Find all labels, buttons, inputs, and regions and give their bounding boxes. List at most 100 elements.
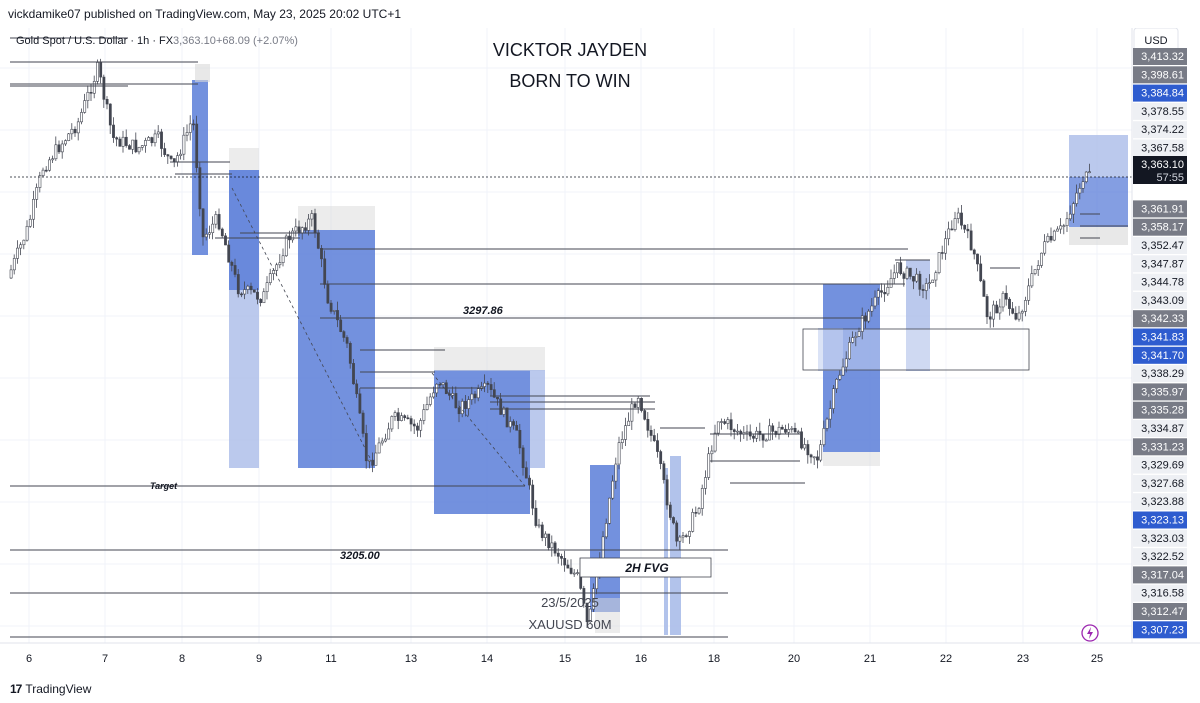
- candle-body: [672, 517, 675, 524]
- candle-body: [204, 233, 208, 238]
- candle-body: [380, 440, 384, 444]
- candle-body: [80, 112, 83, 123]
- candle-body: [115, 137, 119, 140]
- candle-body: [960, 212, 963, 226]
- candle-body: [153, 133, 157, 144]
- candle-body: [307, 218, 311, 231]
- price-label: 3,341.83: [1141, 332, 1184, 344]
- candle-body: [102, 76, 106, 100]
- candle-body: [416, 425, 419, 431]
- candle-body: [889, 278, 893, 288]
- candle-body: [374, 452, 378, 466]
- candle-body: [784, 428, 787, 433]
- candle-body: [518, 429, 522, 449]
- candle-body: [1075, 192, 1079, 204]
- candle-body: [896, 262, 899, 274]
- lightning-icon[interactable]: [1081, 624, 1099, 642]
- candle-body: [918, 273, 922, 290]
- candle-body: [432, 392, 435, 398]
- candle-body: [336, 310, 339, 321]
- candle-body: [51, 158, 55, 161]
- candle-body: [326, 284, 330, 304]
- time-axis[interactable]: 6 7 8 9 11 13 14 15 16 18 20 21 22 23 25: [26, 653, 1103, 665]
- candle-body: [825, 418, 829, 429]
- x-tick-label: 16: [635, 653, 647, 665]
- candle-body: [476, 388, 480, 399]
- candle-body: [912, 276, 915, 282]
- candle-body: [118, 138, 122, 147]
- tradingview-logo[interactable]: 17 TradingView: [10, 682, 91, 696]
- candle-body: [976, 253, 979, 265]
- title-line-2: BORN TO WIN: [509, 71, 630, 91]
- candle-body: [457, 407, 461, 415]
- candle-body: [76, 121, 80, 134]
- candle-body: [726, 419, 730, 424]
- candle-body: [547, 533, 551, 549]
- candle-body: [460, 400, 464, 415]
- candle-body: [160, 131, 163, 149]
- candle-body: [105, 99, 109, 105]
- price-badge: [1133, 511, 1187, 529]
- candle-body: [803, 444, 807, 449]
- candle-body: [684, 535, 688, 537]
- candle-body: [1046, 235, 1050, 243]
- candle-body: [268, 273, 272, 284]
- candle-body: [534, 507, 538, 526]
- price-label: 3,331.23: [1141, 441, 1184, 453]
- candle-body: [774, 431, 778, 435]
- candle-body: [16, 247, 19, 259]
- candle-body: [371, 459, 375, 466]
- price-badge: [1133, 603, 1187, 620]
- candle-body: [1078, 188, 1082, 194]
- candle-body: [691, 512, 695, 532]
- symbol-line[interactable]: Gold Spot / U.S. Dollar · 1h · FX: [16, 35, 174, 47]
- candle-body: [12, 258, 16, 271]
- candle-body: [1072, 203, 1075, 215]
- fvg-label: 2H FVG: [624, 561, 668, 575]
- candle-body: [316, 232, 320, 249]
- candle-body: [972, 249, 976, 255]
- candle-body: [131, 139, 135, 150]
- price-label: 3,338.29: [1141, 368, 1184, 380]
- price-change: +68.09 (+2.07%): [216, 35, 298, 47]
- price-badge: [1133, 48, 1187, 65]
- currency-label: USD: [1144, 35, 1167, 47]
- price-label: 3,384.84: [1141, 88, 1184, 100]
- candle-body: [396, 412, 400, 421]
- candle-body: [489, 384, 493, 390]
- zone-box: [1069, 227, 1128, 245]
- candle-body: [147, 137, 151, 141]
- price-label: 3,327.68: [1141, 478, 1184, 490]
- candle-body: [921, 289, 925, 291]
- candle-body: [224, 235, 227, 246]
- candle-body: [611, 480, 615, 499]
- candle-body: [656, 440, 659, 452]
- candle-body: [713, 432, 717, 452]
- candle-body: [937, 252, 941, 273]
- candle-body: [883, 291, 887, 295]
- target-label: Target: [150, 481, 178, 491]
- date-stamp: 23/5/2025: [541, 595, 599, 610]
- candle-body: [156, 131, 160, 135]
- candle-body: [707, 453, 711, 478]
- candle-body: [992, 304, 995, 320]
- candle-body: [137, 147, 141, 153]
- candle-body: [592, 588, 595, 610]
- candle-body: [876, 290, 880, 298]
- candle-body: [150, 137, 154, 144]
- candle-body: [473, 393, 477, 399]
- candle-body: [851, 337, 855, 343]
- candle-body: [646, 418, 650, 431]
- candle-body: [1056, 228, 1059, 232]
- chart-area[interactable]: Gold Spot / U.S. Dollar · 1h · FX 3,363.…: [0, 28, 1200, 675]
- price-badge: [1133, 566, 1187, 584]
- candle-body: [787, 429, 791, 433]
- candle-body: [166, 154, 170, 157]
- candle-body: [249, 285, 253, 291]
- candle-body: [454, 393, 458, 409]
- candle-body: [227, 244, 231, 263]
- candle-body: [44, 169, 48, 172]
- candle-body: [521, 447, 525, 468]
- candle-body: [620, 439, 624, 443]
- price-axis[interactable]: 3,413.32 3,398.61 3,384.84 3,378.55 3,374.22…: [1133, 48, 1187, 639]
